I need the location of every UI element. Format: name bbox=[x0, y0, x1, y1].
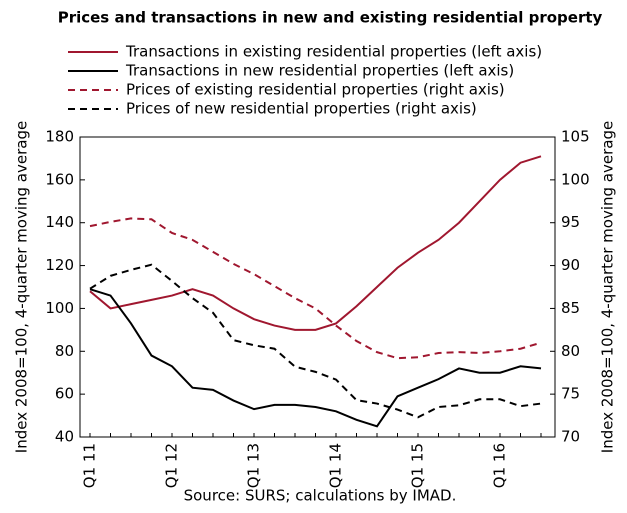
series-line bbox=[89, 263, 542, 419]
y-tick-label: 40 bbox=[55, 428, 74, 446]
y-tick-label: 180 bbox=[45, 128, 74, 146]
x-tick-label: Q1 13 bbox=[245, 443, 263, 488]
y2-tick-label: 70 bbox=[561, 428, 580, 446]
y2-tick-label: 90 bbox=[561, 256, 580, 274]
legend-label: Prices of existing residential propertie… bbox=[126, 81, 505, 99]
legend-label: Prices of new residential properties (ri… bbox=[126, 100, 477, 118]
y2-tick-label: 75 bbox=[561, 385, 580, 403]
y2-tick-label: 100 bbox=[561, 170, 590, 188]
y-tick-label: 120 bbox=[45, 256, 74, 274]
x-tick-label: Q1 14 bbox=[327, 443, 345, 488]
source: Source: SURS; calculations by IMAD. bbox=[184, 487, 457, 505]
y-axis-label: Index 2008=100, 4-quarter moving average bbox=[13, 121, 31, 453]
x-tick-label: Q1 15 bbox=[409, 443, 427, 488]
series-line bbox=[89, 217, 542, 360]
y-tick-label: 160 bbox=[45, 170, 74, 188]
plot-frame bbox=[79, 136, 556, 438]
y2-tick-label: 95 bbox=[561, 213, 580, 231]
series-line bbox=[89, 288, 542, 428]
x-tick-label: Q1 12 bbox=[163, 443, 181, 488]
x-tick-label: Q1 16 bbox=[491, 443, 509, 488]
legend-label: Transactions in existing residential pro… bbox=[125, 43, 542, 61]
chart-title: Prices and transactions in new and exist… bbox=[58, 9, 603, 27]
y2-tick-label: 80 bbox=[561, 342, 580, 360]
legend-label: Transactions in new residential properti… bbox=[125, 62, 514, 80]
y2-axis-label: Index 2008=100, 4-quarter moving average bbox=[599, 121, 617, 453]
series-line bbox=[89, 155, 542, 331]
y-tick-label: 60 bbox=[55, 385, 74, 403]
y-tick-label: 140 bbox=[45, 213, 74, 231]
y2-tick-label: 85 bbox=[561, 299, 580, 317]
y-tick-label: 100 bbox=[45, 299, 74, 317]
x-tick-label: Q1 11 bbox=[81, 443, 99, 488]
y2-tick-label: 105 bbox=[561, 128, 590, 146]
y-tick-label: 80 bbox=[55, 342, 74, 360]
